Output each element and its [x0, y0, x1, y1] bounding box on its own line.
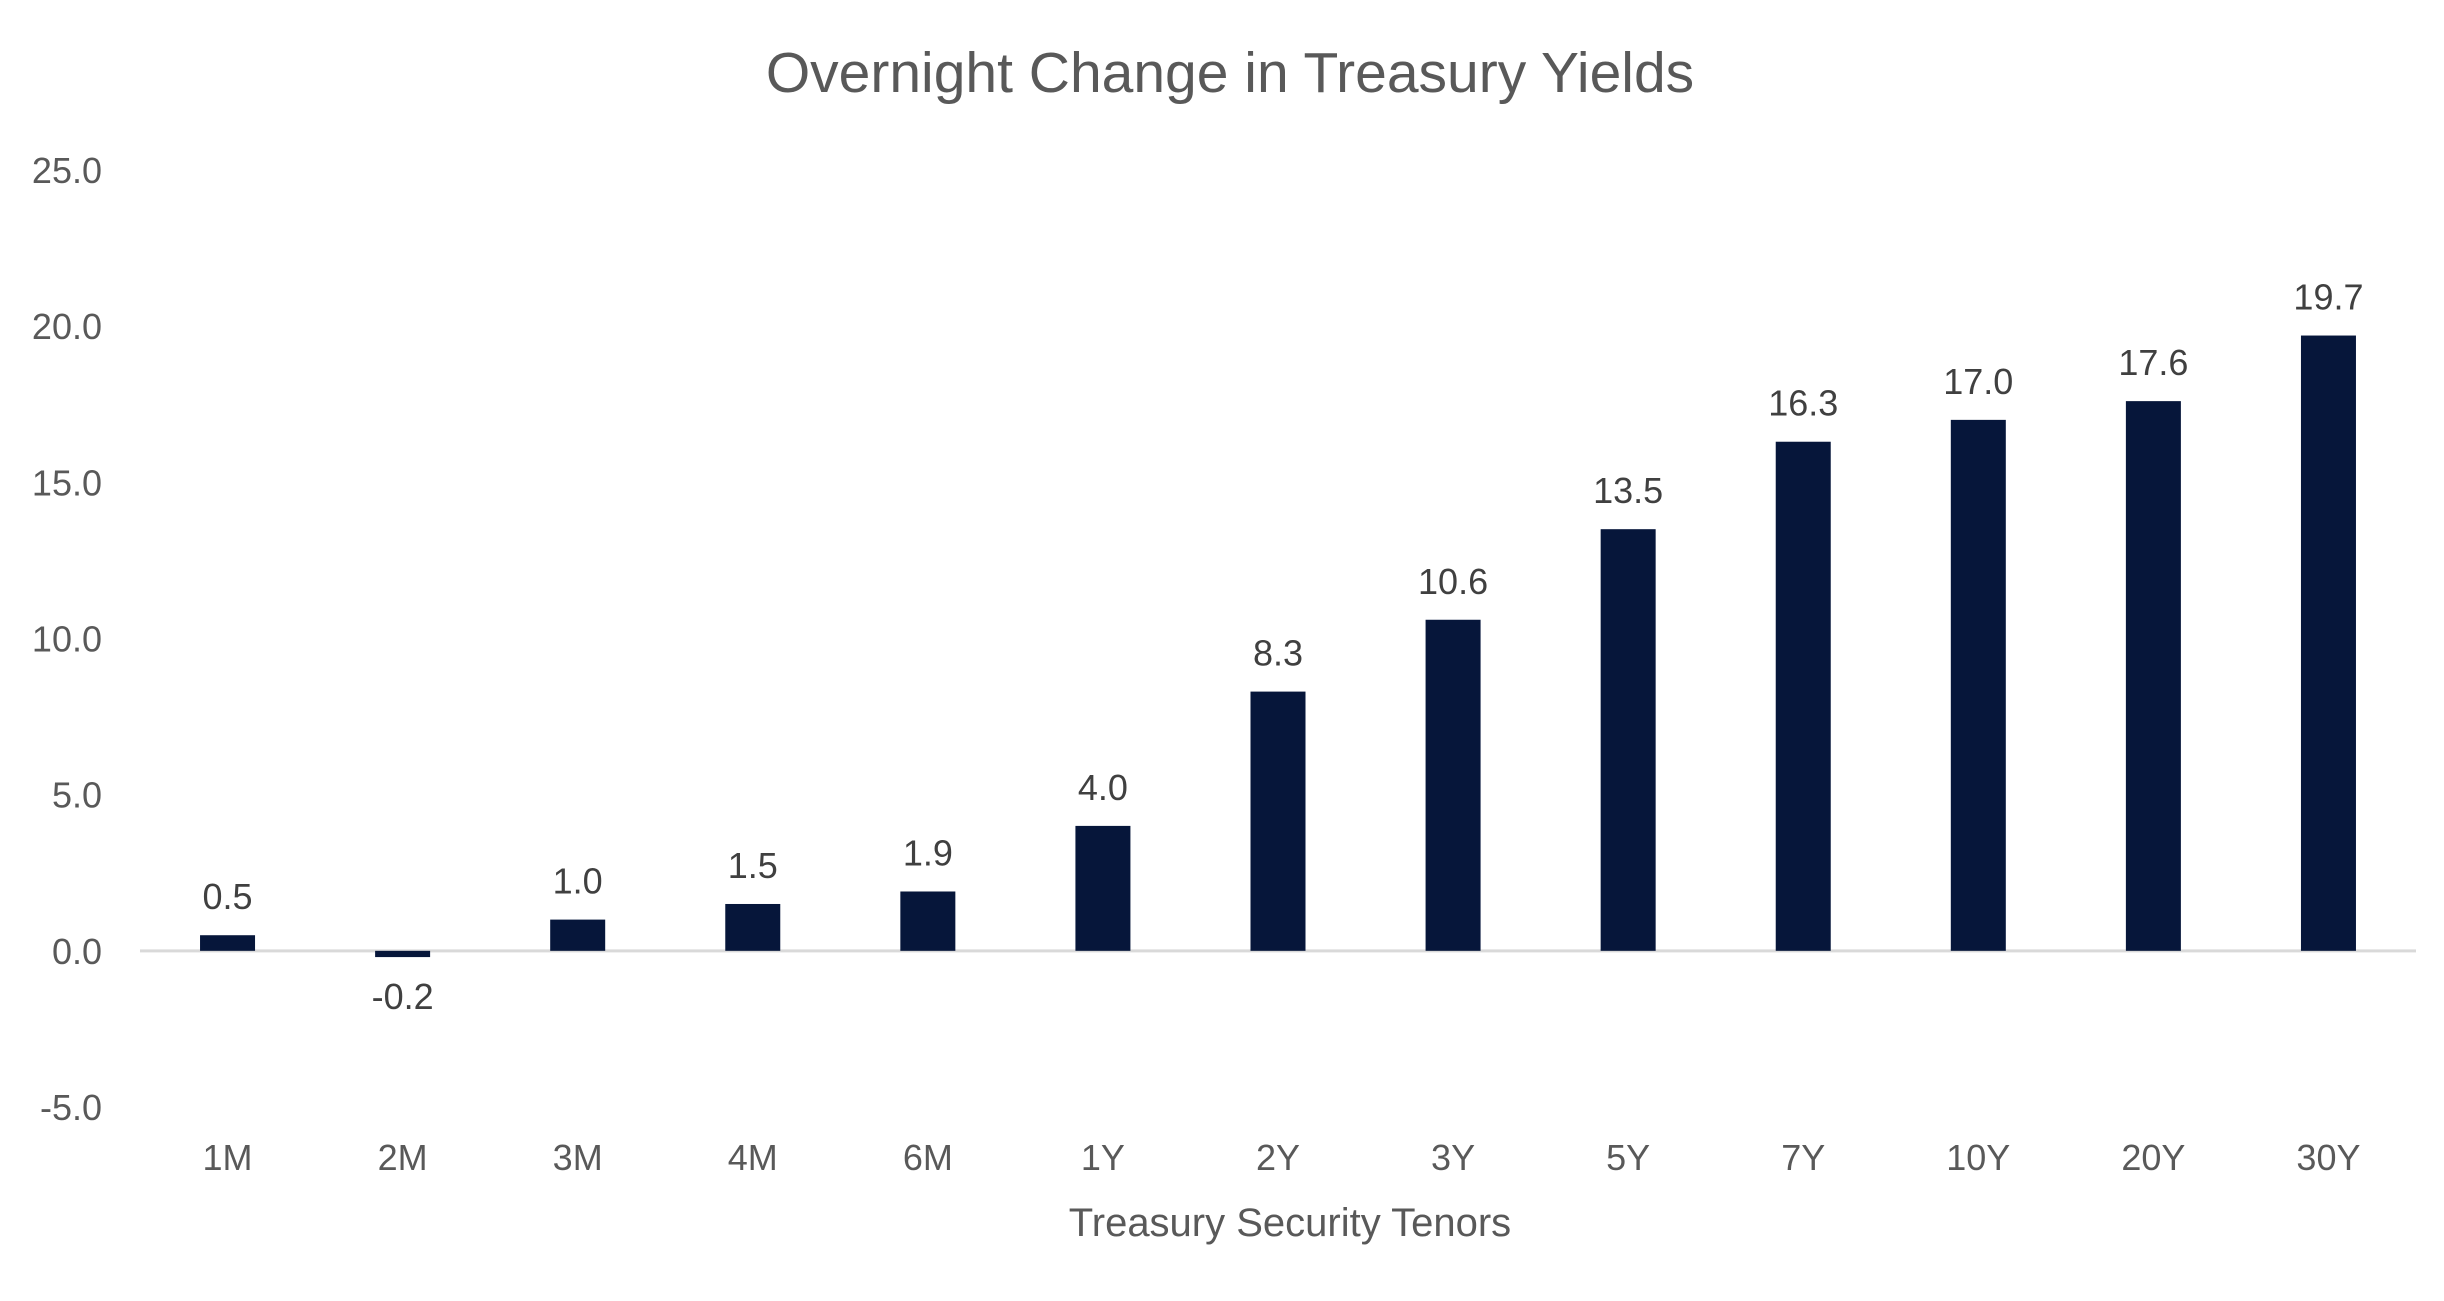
- bar-3y: [1425, 619, 1481, 951]
- data-label-2y: 8.3: [1253, 633, 1303, 674]
- data-label-4m: 1.5: [728, 845, 778, 886]
- bar-2m: [375, 950, 431, 958]
- y-tick-label: 10.0: [32, 619, 102, 660]
- x-tick-label: 1Y: [1081, 1137, 1125, 1178]
- x-tick-label: 2M: [378, 1137, 428, 1178]
- y-axis-ticks: -5.0 0.0 5.0 10.0 15.0 20.0 25.0: [32, 150, 102, 1128]
- data-label-6m: 1.9: [903, 832, 953, 873]
- bar-6m: [900, 891, 956, 951]
- bar-20y: [2125, 401, 2181, 951]
- x-tick-label: 6M: [903, 1137, 953, 1178]
- x-tick-label: 5Y: [1606, 1137, 1650, 1178]
- x-tick-label: 4M: [728, 1137, 778, 1178]
- data-label-1m: 0.5: [203, 876, 253, 917]
- x-tick-label: 20Y: [2121, 1137, 2185, 1178]
- data-label-30y: 19.7: [2293, 277, 2363, 318]
- data-labels: 0.5 -0.2 1.0 1.5 1.9 4.0 8.3 10.6 13.5 16.3 17.0 17…: [203, 277, 2364, 1018]
- y-tick-label: 0.0: [52, 931, 102, 972]
- x-tick-label: 3Y: [1431, 1137, 1475, 1178]
- y-tick-label: 5.0: [52, 775, 102, 816]
- data-label-3m: 1.0: [553, 861, 603, 902]
- data-label-5y: 13.5: [1593, 470, 1663, 511]
- bar-3m: [550, 919, 606, 951]
- data-label-7y: 16.3: [1768, 383, 1838, 424]
- x-tick-label: 10Y: [1946, 1137, 2010, 1178]
- x-tick-label: 7Y: [1781, 1137, 1825, 1178]
- y-tick-label: -5.0: [40, 1087, 102, 1128]
- data-label-1y: 4.0: [1078, 767, 1128, 808]
- bar-30y: [2300, 335, 2356, 951]
- chart-title: Overnight Change in Treasury Yields: [766, 41, 1694, 105]
- bar-series: [200, 335, 2356, 958]
- bar-7y: [1775, 441, 1831, 951]
- x-tick-label: 3M: [553, 1137, 603, 1178]
- data-label-10y: 17.0: [1943, 361, 2013, 402]
- bar-2y: [1250, 691, 1306, 951]
- y-tick-label: 20.0: [32, 306, 102, 347]
- data-label-2m: -0.2: [372, 976, 434, 1017]
- bar-1m: [200, 935, 256, 951]
- x-axis-ticks: 1M 2M 3M 4M 6M 1Y 2Y 3Y 5Y 7Y 10Y 20Y 30Y: [203, 1137, 2361, 1178]
- data-label-3y: 10.6: [1418, 561, 1488, 602]
- bar-4m: [725, 903, 781, 951]
- bar-1y: [1075, 825, 1131, 951]
- data-label-20y: 17.6: [2118, 342, 2188, 383]
- bar-5y: [1600, 529, 1656, 951]
- bar-10y: [1950, 419, 2006, 951]
- y-tick-label: 15.0: [32, 462, 102, 503]
- y-tick-label: 25.0: [32, 150, 102, 191]
- x-tick-label: 1M: [203, 1137, 253, 1178]
- x-axis-title: Treasury Security Tenors: [1069, 1201, 1511, 1245]
- x-tick-label: 2Y: [1256, 1137, 1300, 1178]
- x-tick-label: 30Y: [2296, 1137, 2360, 1178]
